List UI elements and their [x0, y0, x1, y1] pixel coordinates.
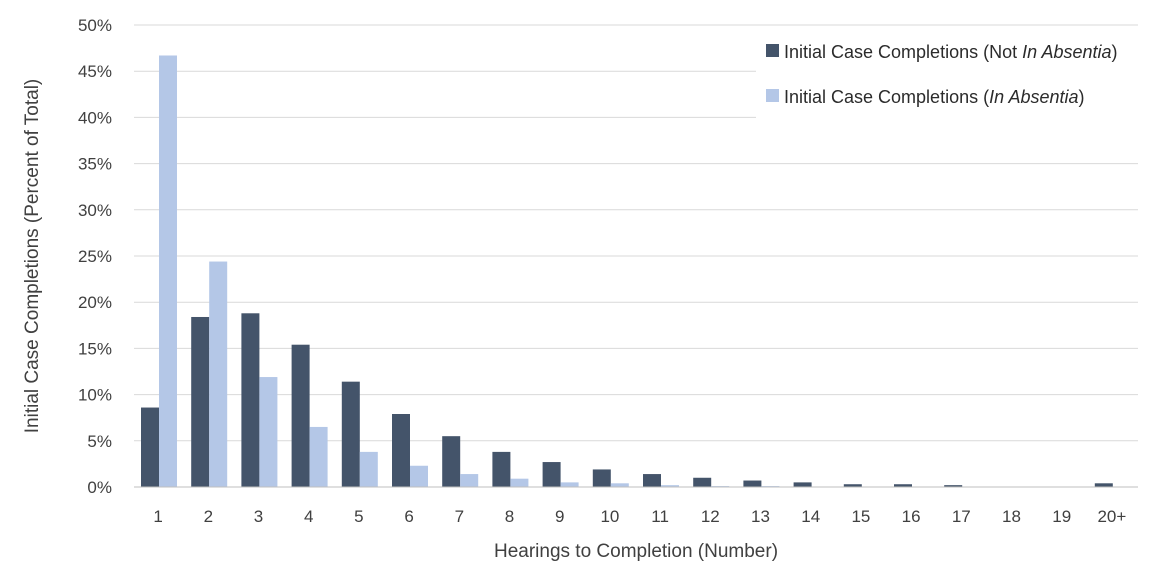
y-tick-label: 35% [78, 155, 112, 174]
bar-not-in-absentia-15 [843, 484, 862, 487]
legend-swatch-not-in-absentia [766, 44, 779, 57]
x-tick-label: 8 [505, 507, 514, 526]
bar-in-absentia-7 [460, 474, 479, 487]
y-tick-label: 20% [78, 293, 112, 312]
x-tick-label: 1 [153, 507, 162, 526]
x-tick-label: 13 [751, 507, 770, 526]
bar-in-absentia-8 [510, 478, 529, 487]
y-tick-label: 30% [78, 201, 112, 220]
bar-in-absentia-9 [560, 482, 579, 487]
y-tick-label: 15% [78, 339, 112, 358]
y-tick-label: 25% [78, 247, 112, 266]
legend: Initial Case Completions (Not In Absenti… [756, 30, 1140, 118]
bar-not-in-absentia-13 [743, 480, 762, 487]
legend-label-not-in-absentia: Initial Case Completions (Not In Absenti… [784, 42, 1118, 62]
x-tick-label: 18 [1002, 507, 1021, 526]
legend-swatch-in-absentia [766, 89, 779, 102]
x-tick-label: 4 [304, 507, 313, 526]
bar-not-in-absentia-10 [592, 469, 611, 487]
x-tick-label: 9 [555, 507, 564, 526]
bar-in-absentia-2 [209, 261, 228, 487]
bar-in-absentia-6 [410, 465, 428, 487]
bar-not-in-absentia-8 [492, 451, 511, 487]
bar-not-in-absentia-7 [442, 436, 461, 487]
bar-in-absentia-5 [359, 451, 378, 487]
bar-not-in-absentia-2 [191, 316, 210, 487]
bar-not-in-absentia-17 [944, 485, 963, 487]
x-tick-label: 7 [455, 507, 464, 526]
legend-label-in-absentia: Initial Case Completions (In Absentia) [784, 87, 1085, 107]
y-tick-label: 45% [78, 62, 112, 81]
bars [141, 55, 1113, 487]
x-tick-label: 14 [801, 507, 820, 526]
y-tick-label: 0% [87, 478, 112, 497]
x-tick-label: 5 [354, 507, 363, 526]
bar-not-in-absentia-12 [693, 477, 712, 487]
y-tick-label: 50% [78, 16, 112, 35]
bar-not-in-absentia-5 [341, 381, 360, 487]
legend-background [756, 30, 1140, 118]
bar-not-in-absentia-14 [793, 482, 812, 487]
x-tick-label: 11 [651, 507, 669, 526]
bar-in-absentia-11 [661, 485, 679, 487]
bar-in-absentia-3 [259, 377, 278, 487]
x-tick-label: 6 [404, 507, 413, 526]
bar-in-absentia-10 [610, 483, 629, 487]
x-tick-label: 12 [701, 507, 720, 526]
bar-not-in-absentia-4 [291, 344, 310, 487]
x-tick-label: 16 [902, 507, 921, 526]
bar-not-in-absentia-20plus [1094, 483, 1113, 487]
x-tick-label: 17 [952, 507, 971, 526]
x-tick-label: 19 [1052, 507, 1071, 526]
bar-not-in-absentia-1 [141, 407, 159, 487]
x-axis-ticks: 1 2 3 4 5 6 7 8 9 10 11 12 13 14 15 16 17 18 19 20+ [153, 507, 1126, 526]
bar-not-in-absentia-9 [542, 462, 561, 487]
bar-not-in-absentia-3 [241, 313, 260, 487]
y-tick-label: 40% [78, 108, 112, 127]
x-tick-label: 15 [851, 507, 870, 526]
x-tick-label: 3 [254, 507, 263, 526]
y-tick-label: 5% [87, 432, 112, 451]
x-axis-title: Hearings to Completion (Number) [494, 541, 778, 562]
y-axis-ticks: 0% 5% 10% 15% 20% 25% 30% 35% 40% 45% 50% [78, 16, 112, 497]
y-tick-label: 10% [78, 386, 112, 405]
bar-not-in-absentia-16 [894, 484, 912, 487]
y-axis-title: Initial Case Completions (Percent of Tot… [22, 79, 43, 433]
x-tick-label: 10 [600, 507, 619, 526]
bar-in-absentia-4 [309, 426, 328, 487]
x-tick-label: 2 [204, 507, 213, 526]
bar-not-in-absentia-6 [392, 414, 410, 487]
bar-in-absentia-1 [159, 55, 177, 487]
bar-not-in-absentia-11 [643, 474, 661, 487]
x-tick-label: 20+ [1097, 507, 1126, 526]
